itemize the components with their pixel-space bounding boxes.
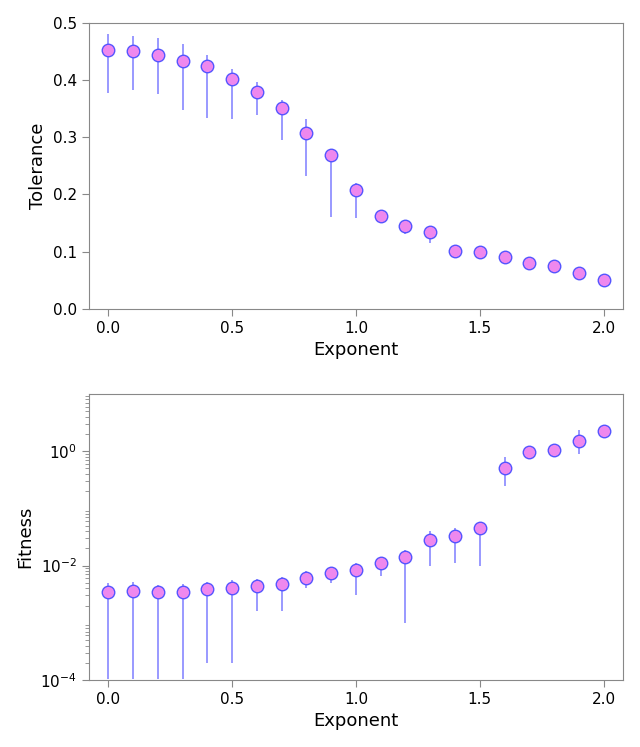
X-axis label: Exponent: Exponent <box>314 341 399 359</box>
Y-axis label: Tolerance: Tolerance <box>29 123 47 209</box>
X-axis label: Exponent: Exponent <box>314 713 399 731</box>
Y-axis label: Fitness: Fitness <box>17 506 35 568</box>
